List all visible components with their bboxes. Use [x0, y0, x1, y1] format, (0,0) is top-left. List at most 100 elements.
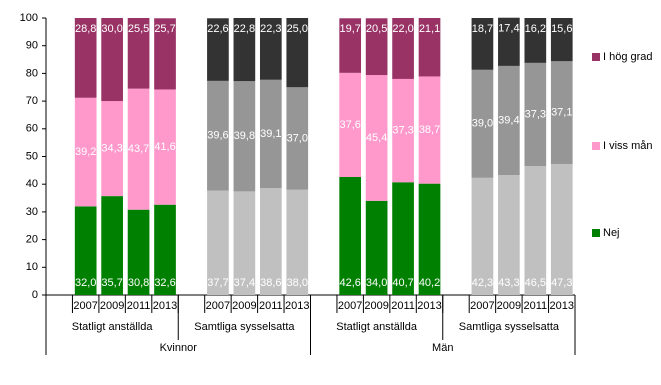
- bar-segment: [339, 176, 362, 295]
- y-tick-label: 10: [26, 261, 38, 273]
- bar-segment: [524, 18, 547, 63]
- value-label: 22,3: [260, 23, 281, 35]
- value-label: 39,2: [75, 146, 96, 158]
- bar-segment: [392, 78, 414, 183]
- subgroup-label: Statligt anställda: [336, 321, 418, 333]
- y-tick-label: 20: [26, 234, 38, 246]
- x-tick-label: 2011: [523, 300, 547, 312]
- value-label: 17,4: [498, 23, 519, 35]
- bar-segment: [524, 62, 547, 167]
- bar-segment: [286, 18, 309, 88]
- x-tick-label: 2011: [127, 300, 151, 312]
- value-label: 47,3: [551, 277, 572, 289]
- bar-segment: [259, 18, 282, 80]
- x-tick-label: 2007: [338, 300, 362, 312]
- bar-segment: [392, 18, 414, 79]
- value-label: 22,0: [392, 23, 413, 35]
- bar-segment: [74, 18, 97, 98]
- legend-label: Nej: [603, 227, 620, 239]
- bar-segment: [550, 18, 573, 62]
- value-label: 39,4: [498, 114, 519, 126]
- group-label: Kvinnor: [160, 342, 198, 354]
- bar-segment: [233, 191, 256, 295]
- x-tick-label: 2013: [285, 300, 309, 312]
- bar-segment: [127, 18, 150, 89]
- subgroup-label: Samtliga sysselsatta: [194, 321, 295, 333]
- subgroup-label: Samtliga sysselsatta: [459, 321, 560, 333]
- bar-segment: [365, 200, 388, 295]
- value-label: 15,6: [551, 23, 572, 35]
- value-label: 41,6: [154, 141, 175, 153]
- value-label: 37,6: [339, 119, 360, 131]
- y-tick-label: 80: [26, 67, 38, 79]
- subgroup-label: Statligt anställda: [72, 321, 154, 333]
- bar-segment: [339, 18, 362, 73]
- bar-segment: [207, 190, 229, 295]
- x-tick-label: 2013: [417, 300, 441, 312]
- value-label: 39,1: [260, 128, 281, 140]
- bar-segment: [74, 97, 97, 207]
- y-tick-label: 100: [20, 12, 38, 24]
- value-label: 37,3: [392, 125, 413, 137]
- value-label: 32,6: [154, 277, 175, 289]
- value-label: 22,6: [207, 23, 228, 35]
- bar-segment: [101, 18, 123, 102]
- bar-segment: [101, 101, 123, 197]
- value-label: 25,7: [154, 23, 175, 35]
- bar-segment: [233, 18, 256, 82]
- bar-segment: [471, 18, 494, 70]
- bar-segment: [154, 204, 176, 295]
- bar-segment: [471, 177, 494, 295]
- value-label: 18,7: [472, 23, 493, 35]
- bar-segment: [498, 65, 520, 176]
- bar-segment: [233, 81, 256, 192]
- legend-label: I viss mån: [603, 140, 653, 152]
- value-label: 37,0: [287, 132, 308, 144]
- bar-segment: [498, 175, 520, 295]
- y-tick-label: 60: [26, 123, 38, 135]
- bar-segment: [286, 87, 309, 190]
- value-label: 40,2: [419, 277, 440, 289]
- value-label: 22,8: [234, 23, 255, 35]
- bar-segment: [418, 76, 441, 184]
- bar-segment: [207, 18, 229, 81]
- bar-segment: [127, 209, 150, 295]
- value-label: 43,7: [128, 143, 149, 155]
- x-tick-label: 2009: [364, 300, 388, 312]
- bar-segment: [74, 206, 97, 295]
- value-label: 42,6: [339, 277, 360, 289]
- bar-segment: [471, 69, 494, 178]
- group-label: Män: [432, 342, 453, 354]
- value-label: 37,3: [525, 108, 546, 120]
- y-tick-label: 0: [32, 289, 38, 301]
- legend-swatch: [592, 53, 600, 61]
- x-tick-label: 2009: [497, 300, 521, 312]
- value-label: 32,0: [75, 277, 96, 289]
- legend-swatch: [592, 229, 600, 237]
- y-tick-label: 30: [26, 206, 38, 218]
- legend-swatch: [592, 142, 600, 150]
- bar-segment: [154, 89, 176, 205]
- bar-segment: [524, 166, 547, 295]
- x-tick-label: 2007: [206, 300, 230, 312]
- value-label: 34,0: [366, 277, 387, 289]
- x-tick-label: 2013: [550, 300, 574, 312]
- value-label: 16,2: [525, 23, 546, 35]
- bar-segment: [259, 188, 282, 295]
- value-label: 28,8: [75, 23, 96, 35]
- x-tick-label: 2011: [391, 300, 415, 312]
- value-label: 21,1: [419, 23, 440, 35]
- value-label: 25,5: [128, 23, 149, 35]
- y-tick-label: 40: [26, 178, 38, 190]
- value-label: 19,7: [339, 23, 360, 35]
- value-label: 35,7: [101, 277, 122, 289]
- value-label: 30,0: [101, 23, 122, 35]
- bar-segment: [127, 88, 150, 210]
- x-tick-label: 2009: [100, 300, 124, 312]
- bar-segment: [550, 163, 573, 295]
- x-tick-label: 2007: [470, 300, 494, 312]
- value-label: 39,8: [234, 130, 255, 142]
- value-label: 45,4: [366, 132, 387, 144]
- bar-segment: [286, 189, 309, 295]
